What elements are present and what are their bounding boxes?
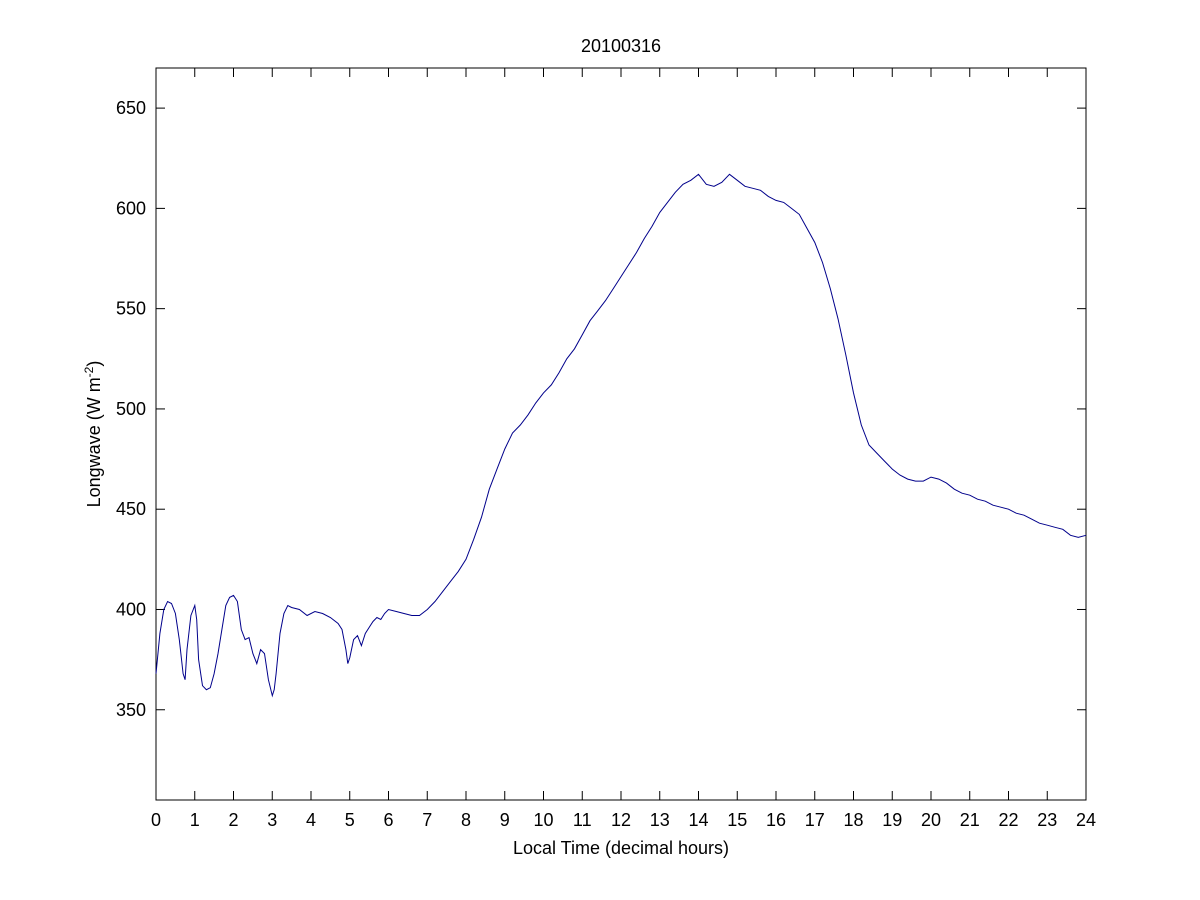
x-tick-label: 3: [267, 810, 277, 830]
x-tick-label: 0: [151, 810, 161, 830]
x-tick-label: 16: [766, 810, 786, 830]
y-tick-label: 450: [116, 499, 146, 519]
x-tick-label: 17: [805, 810, 825, 830]
x-tick-label: 13: [650, 810, 670, 830]
y-tick-label: 600: [116, 198, 146, 218]
y-tick-label: 550: [116, 299, 146, 319]
x-tick-label: 18: [843, 810, 863, 830]
x-tick-label: 11: [573, 810, 592, 830]
x-tick-label: 7: [422, 810, 432, 830]
x-tick-label: 4: [306, 810, 316, 830]
x-tick-label: 10: [533, 810, 553, 830]
y-tick-label: 350: [116, 700, 146, 720]
x-tick-label: 12: [611, 810, 631, 830]
x-tick-label: 21: [960, 810, 980, 830]
longwave-series-line: [155, 173, 1087, 698]
plot-area: [155, 67, 1087, 801]
chart-title: 20100316: [581, 36, 661, 56]
y-axis-label-close: ): [84, 361, 104, 367]
x-tick-label: 24: [1076, 810, 1096, 830]
y-tick-label: 400: [116, 599, 146, 619]
x-tick-label: 5: [345, 810, 355, 830]
y-axis-label-superscript: -2: [82, 366, 96, 377]
y-tick-label: 650: [116, 98, 146, 118]
x-tick-label: 20: [921, 810, 941, 830]
x-tick-label: 19: [882, 810, 902, 830]
x-tick-label: 9: [500, 810, 510, 830]
y-tick-label: 500: [116, 399, 146, 419]
x-tick-label: 1: [190, 810, 200, 830]
x-tick-label: 22: [998, 810, 1018, 830]
x-tick-label: 2: [228, 810, 238, 830]
x-axis-label: Local Time (decimal hours): [513, 838, 729, 858]
x-tick-label: 14: [688, 810, 708, 830]
x-tick-label: 15: [727, 810, 747, 830]
x-tick-label: 8: [461, 810, 471, 830]
x-tick-label: 23: [1037, 810, 1057, 830]
y-axis-label-main: Longwave (W m: [84, 377, 104, 507]
y-axis-label: Longwave (W m-2): [82, 361, 104, 508]
x-tick-label: 6: [383, 810, 393, 830]
